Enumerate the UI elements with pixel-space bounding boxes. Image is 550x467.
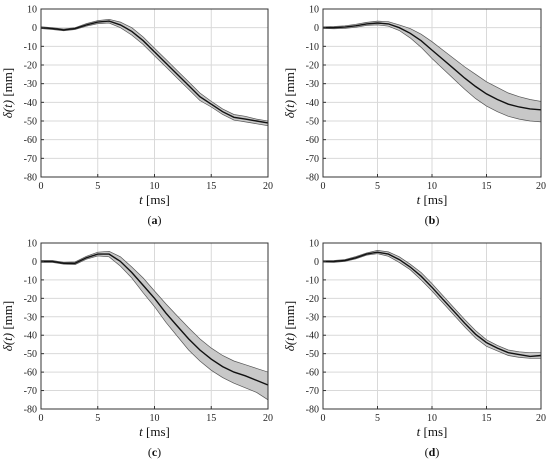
x-axis-var: t xyxy=(139,424,143,439)
y-tick-label: -20 xyxy=(24,294,37,305)
y-tick-label: -10 xyxy=(306,42,319,53)
y-tick-label: -80 xyxy=(306,405,319,416)
y-tick-label: -30 xyxy=(306,312,319,323)
x-tick-label: 20 xyxy=(263,181,273,192)
y-tick-label: -10 xyxy=(306,275,319,286)
y-axis-var: δ(t) xyxy=(0,333,15,351)
y-tick-label: 0 xyxy=(32,23,37,34)
y-tick-label: 0 xyxy=(314,257,319,268)
y-tick-label: -70 xyxy=(306,386,319,397)
y-tick-label: -60 xyxy=(306,135,319,146)
panel-label: (b) xyxy=(425,213,440,227)
mean-line-a xyxy=(40,20,269,124)
x-axis-unit: [ms] xyxy=(143,192,170,207)
y-tick-label: -40 xyxy=(24,331,37,342)
x-tick-label: 0 xyxy=(39,413,44,424)
x-tick-label: 10 xyxy=(150,413,160,424)
y-tick-label: -30 xyxy=(24,312,37,323)
x-axis-unit: [ms] xyxy=(143,424,170,439)
x-tick-label: 5 xyxy=(375,181,380,192)
y-axis-label: δ(t) [mm] xyxy=(282,68,297,118)
mean-line-d xyxy=(323,251,542,358)
y-tick-label: -50 xyxy=(24,349,37,360)
y-axis-label: δ(t) [mm] xyxy=(282,301,297,351)
y-tick-label: -80 xyxy=(306,173,319,184)
y-tick-label: 0 xyxy=(32,257,37,268)
x-tick-label: 0 xyxy=(321,181,326,192)
y-tick-label: -70 xyxy=(24,154,37,165)
y-tick-label: -20 xyxy=(306,294,319,305)
y-tick-label: -20 xyxy=(24,61,37,72)
y-tick-label: 0 xyxy=(314,23,319,34)
x-tick-label: 10 xyxy=(427,413,437,424)
x-axis-label: t [ms] xyxy=(417,192,448,207)
y-axis-unit: [mm] xyxy=(0,301,15,333)
x-tick-label: 5 xyxy=(95,181,100,192)
x-axis-label: t [ms] xyxy=(417,424,448,439)
x-axis-label: t [ms] xyxy=(139,192,170,207)
y-tick-label: 10 xyxy=(27,5,37,16)
x-tick-label: 10 xyxy=(427,181,437,192)
x-tick-label: 20 xyxy=(536,413,546,424)
mean-line-b xyxy=(323,22,542,111)
y-axis-var: δ(t) xyxy=(282,100,297,118)
y-tick-label: -60 xyxy=(306,368,319,379)
x-axis-var: t xyxy=(139,192,143,207)
y-tick-label: -40 xyxy=(24,98,37,109)
y-tick-label: -40 xyxy=(306,331,319,342)
y-tick-label: 10 xyxy=(309,239,319,250)
y-axis-unit: [mm] xyxy=(0,68,15,100)
y-tick-label: -70 xyxy=(24,386,37,397)
x-axis-label: t [ms] xyxy=(139,424,170,439)
y-tick-label: -70 xyxy=(306,154,319,165)
y-tick-label: -10 xyxy=(24,42,37,53)
x-tick-label: 0 xyxy=(39,181,44,192)
y-tick-label: -30 xyxy=(24,79,37,90)
x-tick-label: 0 xyxy=(321,413,326,424)
y-tick-label: -20 xyxy=(306,61,319,72)
x-tick-label: 10 xyxy=(150,181,160,192)
x-tick-label: 15 xyxy=(482,181,492,192)
y-tick-label: -30 xyxy=(306,79,319,90)
x-tick-label: 15 xyxy=(482,413,492,424)
x-axis-var: t xyxy=(417,192,421,207)
x-tick-label: 15 xyxy=(206,413,216,424)
panel-label: (d) xyxy=(425,445,440,459)
x-axis-var: t xyxy=(417,424,421,439)
y-axis-unit: [mm] xyxy=(282,301,297,333)
y-axis-unit: [mm] xyxy=(282,68,297,100)
x-axis-unit: [ms] xyxy=(420,424,447,439)
y-tick-label: -40 xyxy=(306,98,319,109)
panel-label: (c) xyxy=(148,445,161,459)
y-tick-label: 10 xyxy=(27,239,37,250)
y-axis-label: δ(t) [mm] xyxy=(0,301,15,351)
y-tick-label: -10 xyxy=(24,275,37,286)
y-tick-label: 10 xyxy=(309,5,319,16)
y-tick-label: -80 xyxy=(24,405,37,416)
y-axis-var: δ(t) xyxy=(282,333,297,351)
y-tick-label: -50 xyxy=(306,349,319,360)
y-tick-label: -60 xyxy=(24,368,37,379)
mean-line-c xyxy=(41,253,269,386)
y-axis-var: δ(t) xyxy=(0,100,15,118)
y-tick-label: -50 xyxy=(24,117,37,128)
panel-label: (a) xyxy=(148,213,162,227)
y-tick-label: -50 xyxy=(306,117,319,128)
x-tick-label: 15 xyxy=(206,181,216,192)
y-tick-label: -60 xyxy=(24,135,37,146)
y-tick-label: -80 xyxy=(24,173,37,184)
x-tick-label: 20 xyxy=(263,413,273,424)
x-tick-label: 5 xyxy=(95,413,100,424)
x-axis-unit: [ms] xyxy=(420,192,447,207)
x-tick-label: 5 xyxy=(375,413,380,424)
x-tick-label: 20 xyxy=(536,181,546,192)
y-axis-label: δ(t) [mm] xyxy=(0,68,15,118)
